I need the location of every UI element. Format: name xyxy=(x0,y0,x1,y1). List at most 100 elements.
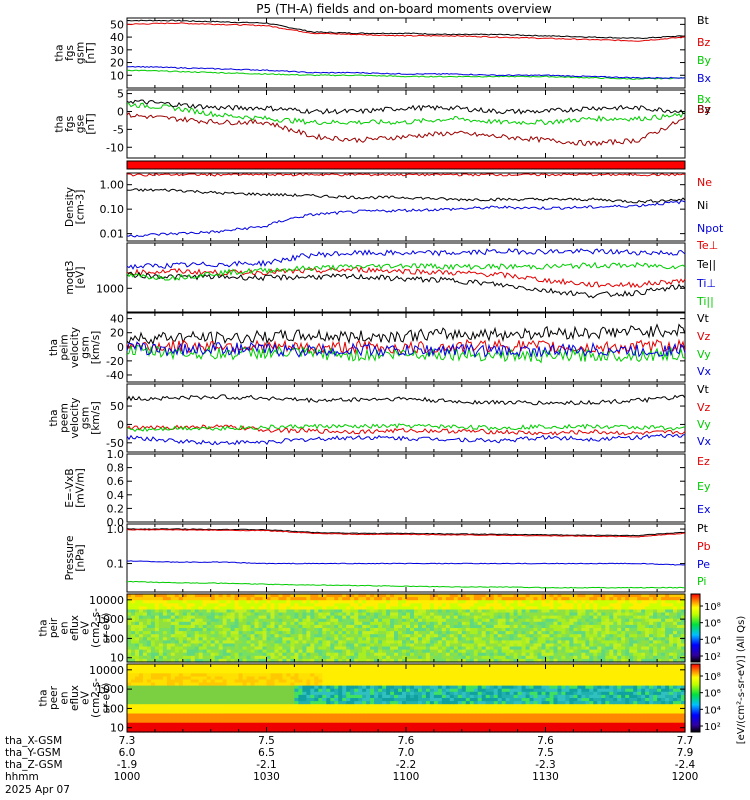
panel-frame xyxy=(126,89,686,159)
legend-label: Vy xyxy=(697,418,711,431)
ylabel-line: velocity xyxy=(69,327,81,368)
ylabel-line: gsm xyxy=(80,336,92,358)
ylabel-line: en xyxy=(59,691,71,704)
legend-label: Vx xyxy=(697,365,712,378)
ylabel-line: eV xyxy=(80,690,92,704)
legend-label: Pe xyxy=(697,558,710,571)
series-line-pt xyxy=(126,528,686,537)
legend-label: Vz xyxy=(697,401,711,414)
xaxis-value: 1100 xyxy=(393,771,420,783)
ylabel-line: [mV/m] xyxy=(74,468,86,507)
figure-title: P5 (TH-A) fields and on-board moments ov… xyxy=(256,2,552,16)
series-line-bz xyxy=(126,112,686,147)
ylabel-line: eflux xyxy=(69,685,81,711)
legend-label: Vz xyxy=(697,330,711,343)
ytick-label: 20 xyxy=(110,57,124,70)
ylabel-line: peir xyxy=(48,617,60,638)
ylabel-line: fgs xyxy=(64,45,76,61)
series-line-vx xyxy=(126,433,686,446)
series-line-ne xyxy=(127,173,686,177)
xaxis-value: 1000 xyxy=(114,771,141,783)
xaxis-value: -1.9 xyxy=(117,759,138,771)
legend-label: Npot xyxy=(697,222,724,235)
panel-p10: 10000 1000 100 10 thapeirenefluxeV(cm2-s-sr-… xyxy=(38,593,686,665)
ytick-label: 100 xyxy=(103,632,124,645)
ytick-label: 30 xyxy=(110,44,124,57)
ytick-label: 10 xyxy=(110,69,124,82)
ytick-label: 50 xyxy=(110,400,124,413)
series-line-ti xyxy=(126,261,686,281)
panel-p9: 1.0 0.1 Pressure[nPa] Pt Pb Pe Pi xyxy=(64,522,711,593)
colorbars: 10⁸ 10⁶ 10⁴ 10² 10⁸ 10⁶ 10⁴ 10² [eV/(cm²-s-sr-eV… xyxy=(690,593,747,744)
legend-label: Vy xyxy=(697,348,711,361)
series-line-vt xyxy=(126,394,686,406)
ytick-label: 40 xyxy=(110,313,124,326)
ytick-label: 100 xyxy=(103,702,124,715)
ylabel-line: [eV] xyxy=(74,267,86,289)
xaxis-value: 1030 xyxy=(253,771,280,783)
legend-label: Vt xyxy=(697,383,710,396)
ytick-label: 10 xyxy=(110,652,124,665)
series-line-te xyxy=(126,266,686,289)
xaxis-value: 7.7 xyxy=(677,735,694,747)
xaxis-value: 7.5 xyxy=(258,735,275,747)
series-line-pb xyxy=(126,528,686,538)
spectrogram-p11 xyxy=(127,664,686,733)
xaxis-value: 7.3 xyxy=(119,735,136,747)
legend-label: Ez xyxy=(697,455,710,468)
series-line-bz xyxy=(126,22,686,42)
legend-label: Ni xyxy=(697,199,708,212)
xaxis-row-name: tha_X-GSM xyxy=(5,735,62,747)
xaxis-value: 7.6 xyxy=(537,735,554,747)
series-line-pe xyxy=(126,560,686,566)
xaxis-value: -2.4 xyxy=(675,759,696,771)
ytick-label: -50 xyxy=(106,437,124,450)
ylabel-line: tha xyxy=(53,115,65,132)
legend-label: Bz xyxy=(697,36,711,49)
panel-p8: 1.00.80.60.40.20.0 E=-VxB[mV/m] Ez Ey Ex xyxy=(64,448,711,529)
spectrogram-p10 xyxy=(127,594,686,663)
colorbar-tick-label: 10⁴ xyxy=(704,705,721,716)
ylabel-line: gsm xyxy=(80,407,92,429)
legend-label: Ex xyxy=(697,503,711,516)
ylabel-line: Density xyxy=(64,187,76,227)
legend-label: Ne xyxy=(697,176,712,189)
ylabel-line: [km/s] xyxy=(90,331,102,365)
ytick-label: 0.0 xyxy=(107,516,125,529)
ylabel-line: (cm2-s- xyxy=(90,678,102,718)
ytick-label: 0 xyxy=(117,341,124,354)
colorbar-scale xyxy=(690,593,701,663)
series-line-vz xyxy=(126,424,686,436)
ytick-label: 0.4 xyxy=(107,489,125,502)
xaxis-row-name: tha_Z-GSM xyxy=(5,759,63,771)
ytick-label: 0.01 xyxy=(100,228,125,241)
ytick-label: -10 xyxy=(106,141,124,154)
series-line-vy xyxy=(126,423,686,433)
legend-label: Pt xyxy=(697,522,709,535)
series-line-te xyxy=(126,271,686,299)
series-line-vy xyxy=(126,344,686,364)
ylabel-line: [nT] xyxy=(85,113,97,134)
xaxis-value: 7.0 xyxy=(398,747,415,759)
ylabel-line: [nT] xyxy=(85,42,97,63)
ylabel-line: tha xyxy=(38,619,50,636)
series-line-by xyxy=(126,99,686,115)
ylabel-line: en xyxy=(59,621,71,634)
colorbar-tick-label: 10⁸ xyxy=(704,602,721,613)
ytick-label: 10000 xyxy=(89,664,124,677)
ytick-label: 50 xyxy=(110,18,124,31)
xaxis-value: 6.0 xyxy=(119,747,136,759)
legend-label: Pb xyxy=(697,540,711,553)
ylabel-line: gse xyxy=(74,115,86,134)
xaxis-value: 7.9 xyxy=(677,747,694,759)
separator-frame xyxy=(126,160,686,170)
ylabel-line: tha xyxy=(48,409,60,426)
xaxis-value: 6.5 xyxy=(258,747,275,759)
ytick-label: 1.0 xyxy=(107,523,125,536)
ylabel-line: eflux xyxy=(69,615,81,641)
panel-frame xyxy=(126,17,686,89)
colorbar-tick-label: 10⁴ xyxy=(704,635,721,646)
legend-label: Te|| xyxy=(696,258,716,271)
